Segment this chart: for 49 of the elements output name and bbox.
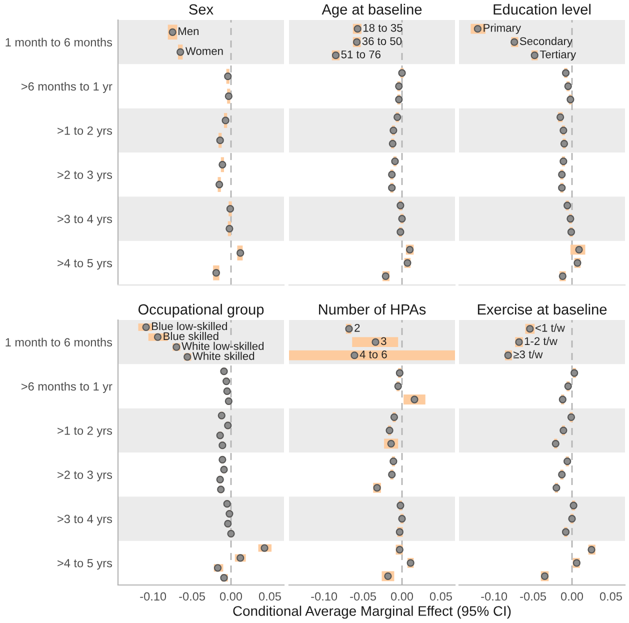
series-label: Blue low-skilled [152,322,227,330]
y-tick-label: 1 month to 6 months [6,38,112,46]
chart-title: Sex [189,4,214,15]
series-label: 2 [354,324,360,332]
x-tick-label: -0.05 [179,592,205,601]
x-axis-title: Conditional Average Marginal Effect (95% CI) [233,606,511,619]
y-tick-label: >1 to 2 yrs [58,126,112,138]
x-tick-label: 0.00 [220,592,242,601]
series-label: Primary [484,24,522,34]
y-tick-label: >2 to 3 yrs [58,170,112,182]
x-tick-label: 0.05 [258,592,281,601]
x-tick-label: 0.00 [560,592,584,601]
chart-title: Occupational group [138,304,264,318]
x-tick-label: 0.05 [430,592,452,601]
y-tick-label: >1 to 2 yrs [58,426,112,438]
series-label: Men [178,27,199,36]
series-label: 18 to 35 [363,24,402,32]
series-label: Tertiary [540,50,576,61]
chart-title: Exercise at baseline [478,304,607,315]
x-tick-label: -0.05 [350,592,376,601]
x-tick-label: -0.10 [311,592,338,601]
y-tick-label: >4 to 5 yrs [58,559,112,570]
series-label: 36 to 50 [362,37,402,46]
y-tick-label: >3 to 4 yrs [58,214,112,226]
series-label: 1-2 t/w [524,336,558,346]
series-label: White skilled [192,352,254,360]
series-label: White low-skilled [182,342,264,350]
x-tick-label: -0.05 [520,592,546,601]
y-tick-label: 1 month to 6 months [6,338,112,346]
series-label: Blue skilled [164,332,218,340]
y-tick-label: >3 to 4 yrs [58,514,112,526]
x-tick-label: -0.10 [140,592,166,601]
series-label: 4 to 6 [360,350,387,358]
series-label: Women [185,47,223,56]
y-tick-label: >6 months to 1 yr [21,382,112,393]
series-label: ≥3 t/w [514,350,543,358]
y-tick-label: >6 months to 1 yr [21,82,112,93]
y-tick-label: >4 to 5 yrs [58,259,112,270]
series-label: <1 t/w [536,324,565,332]
series-label: 51 to 76 [341,50,380,58]
chart-title: Number of HPAs [319,304,426,315]
x-tick-label: 0.00 [390,592,414,601]
chart-title: Age at baseline [322,4,422,18]
y-tick-label: >2 to 3 yrs [58,470,112,482]
series-label: 3 [380,337,386,346]
x-tick-label: -0.10 [481,592,508,601]
series-label: Secondary [520,36,572,48]
x-tick-label: 0.05 [600,592,622,601]
chart-title: Education level [494,4,590,15]
